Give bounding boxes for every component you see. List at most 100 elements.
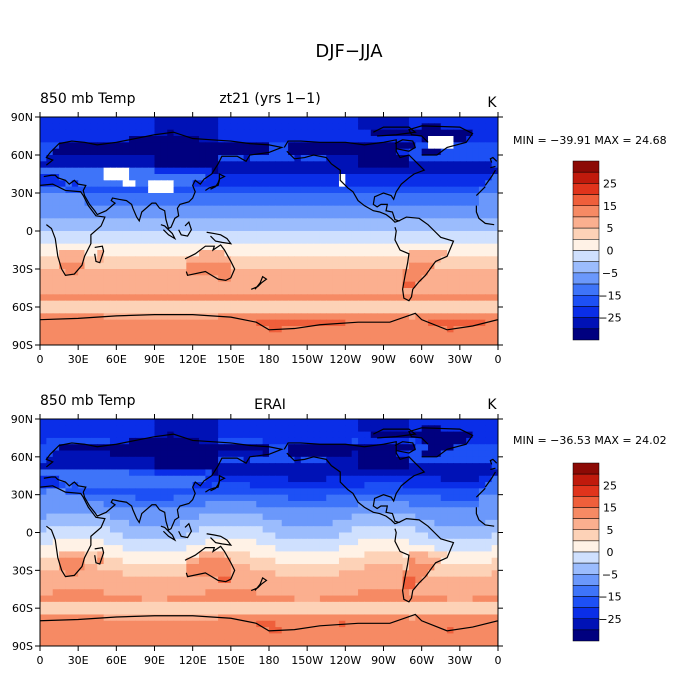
field-cell xyxy=(307,582,315,590)
field-cell xyxy=(313,269,321,276)
field-cell xyxy=(440,193,448,200)
field-cell xyxy=(447,338,455,345)
field-cell xyxy=(116,155,124,162)
field-cell xyxy=(205,469,213,477)
field-cell xyxy=(472,300,480,308)
field-cell xyxy=(205,117,213,124)
field-cell xyxy=(46,419,54,426)
field-cell xyxy=(326,231,334,238)
field-cell xyxy=(65,526,73,534)
field-cell xyxy=(211,161,219,169)
field-cell xyxy=(71,193,79,200)
field-cell xyxy=(428,595,435,603)
field-cell xyxy=(116,212,124,219)
field-cell xyxy=(269,431,276,439)
field-cell xyxy=(230,180,238,188)
field-cell xyxy=(40,288,47,295)
field-cell xyxy=(389,148,397,156)
field-cell xyxy=(269,332,276,340)
field-cell xyxy=(256,161,264,169)
field-cell xyxy=(453,419,461,426)
field-cell xyxy=(167,218,175,226)
field-cell xyxy=(141,570,149,578)
field-cell xyxy=(243,161,251,169)
field-cell xyxy=(294,551,302,559)
field-cell xyxy=(237,570,245,578)
field-cell xyxy=(491,589,498,597)
field-cell xyxy=(71,294,79,302)
field-cell xyxy=(300,500,308,508)
field-cell xyxy=(491,545,498,553)
field-cell xyxy=(428,288,435,295)
field-cell xyxy=(447,148,455,156)
field-cell xyxy=(103,193,111,200)
field-cell xyxy=(256,269,264,276)
field-cell xyxy=(478,224,486,232)
field-cell xyxy=(491,425,498,433)
field-cell xyxy=(122,582,130,590)
field-cell xyxy=(237,608,245,616)
field-cell xyxy=(78,551,86,559)
field-cell xyxy=(377,136,385,143)
field-cell xyxy=(52,180,60,188)
field-cell xyxy=(160,294,168,302)
field-cell xyxy=(402,513,410,521)
field-cell xyxy=(307,526,315,534)
field-cell xyxy=(205,488,213,496)
field-cell xyxy=(218,532,226,540)
field-cell xyxy=(364,601,372,609)
field-cell xyxy=(122,338,130,345)
field-cell xyxy=(122,193,130,200)
field-cell xyxy=(237,199,245,207)
field-cell xyxy=(288,142,296,150)
field-cell xyxy=(262,582,270,590)
field-cell xyxy=(440,319,448,327)
field-cell xyxy=(167,319,175,327)
field-cell xyxy=(358,595,366,603)
field-cell xyxy=(154,500,162,508)
field-cell xyxy=(141,475,149,483)
field-cell xyxy=(103,136,111,143)
field-cell xyxy=(199,608,206,616)
field-cell xyxy=(288,538,296,546)
field-cell xyxy=(90,326,98,333)
field-cell xyxy=(211,281,219,289)
field-cell xyxy=(453,174,461,181)
field-cell xyxy=(383,155,391,162)
field-cell xyxy=(428,199,435,207)
field-cell xyxy=(383,129,391,137)
field-cell xyxy=(192,129,200,137)
field-cell xyxy=(478,300,486,308)
field-cell xyxy=(358,564,366,571)
field-cell xyxy=(224,243,232,251)
field-cell xyxy=(338,262,346,270)
field-cell xyxy=(40,456,47,464)
field-cell xyxy=(472,513,480,521)
field-cell xyxy=(262,450,270,458)
field-cell xyxy=(78,538,86,546)
field-cell xyxy=(148,212,156,219)
field-cell xyxy=(84,174,92,181)
field-cell xyxy=(199,456,206,464)
field-cell xyxy=(40,313,47,321)
field-cell xyxy=(402,218,410,226)
field-cell xyxy=(440,288,448,295)
field-cell xyxy=(269,507,276,515)
field-cell xyxy=(71,300,79,308)
field-cell xyxy=(256,500,264,508)
field-cell xyxy=(421,243,429,251)
field-cell xyxy=(345,595,353,603)
field-cell xyxy=(97,425,105,433)
field-cell xyxy=(377,564,385,571)
field-cell xyxy=(345,155,353,162)
field-cell xyxy=(116,545,124,553)
field-cell xyxy=(135,218,143,226)
field-cell xyxy=(383,532,391,540)
field-cell xyxy=(90,576,98,584)
field-cell xyxy=(281,469,289,477)
field-cell xyxy=(46,123,54,131)
field-cell xyxy=(389,180,397,188)
field-cell xyxy=(160,507,168,515)
field-cell xyxy=(135,444,143,452)
field-cell xyxy=(364,463,372,471)
